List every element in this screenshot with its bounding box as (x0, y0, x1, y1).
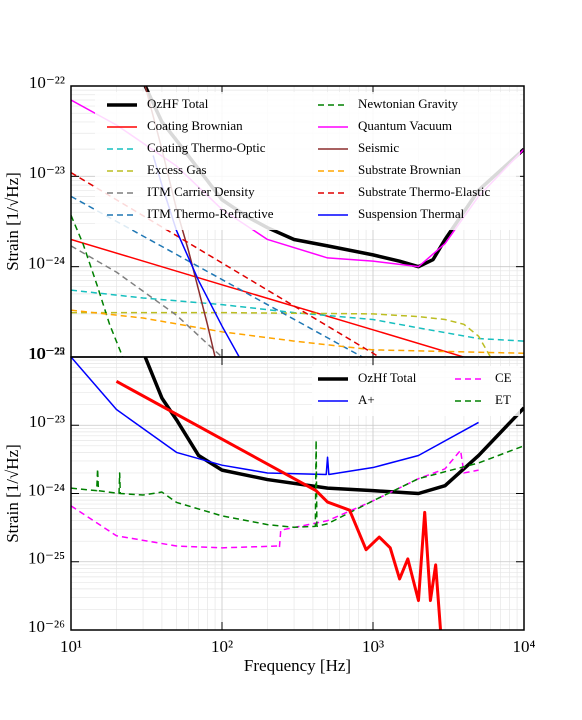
legend-label: Coating Brownian (147, 118, 243, 133)
series-line (115, 380, 443, 630)
panel: 10⁻²⁵ 10⁻²⁴ 10⁻²³ 10⁻²² OzHF Total Coating Br… (3, 73, 525, 363)
legend: OzHF Total Coating Brownian Coating Thermo… (95, 92, 520, 230)
y-tick-label: 10⁻²⁶ (28, 617, 65, 636)
y-tick-label: 10⁻²⁴ (28, 254, 65, 273)
series-line (71, 449, 479, 549)
y-axis-label: Strain [1/√Hz] (3, 444, 22, 543)
y-tick-label: 10⁻²³ (29, 412, 65, 431)
y-tick-label: 10⁻²⁵ (28, 344, 65, 363)
x-axis-label: Frequency [Hz] (244, 656, 351, 675)
legend-label: ET (495, 392, 511, 407)
series-line (71, 311, 492, 357)
legend-label: Substrate Brownian (358, 162, 461, 177)
series-line (71, 357, 479, 476)
legend-label: OzHF Total (147, 96, 209, 111)
legend-label: Newtonian Gravity (358, 96, 459, 111)
plot-frame (70, 356, 525, 631)
x-tick-label: 10¹ (60, 637, 82, 656)
legend-box (95, 92, 520, 230)
legend-label: ITM Thermo-Refractive (147, 206, 274, 221)
x-tick-label: 10³ (362, 637, 384, 656)
legend-label: ITM Carrier Density (147, 184, 255, 199)
series-line (71, 289, 524, 342)
y-axis-label: Strain [1/√Hz] (3, 172, 22, 271)
y-tick-label: 10⁻²³ (29, 163, 65, 182)
series-line (71, 215, 124, 357)
series-group (71, 357, 524, 630)
x-tick-label: 10⁴ (513, 637, 536, 656)
x-tick-label: 10² (211, 637, 233, 656)
y-tick-label: 10⁻²² (29, 73, 65, 92)
y-tick-label: 10⁻²⁴ (28, 480, 65, 499)
legend-label: Seismic (358, 140, 399, 155)
series-line (71, 195, 363, 357)
legend-label: Quantum Vacuum (358, 118, 452, 133)
legend-label: Excess Gas (147, 162, 207, 177)
y-tick-label: 10⁻²⁵ (28, 549, 65, 568)
y-tick-label: 10⁻²² (29, 344, 65, 363)
legend-label: CE (495, 370, 512, 385)
legend-label: Substrate Thermo-Elastic (358, 184, 490, 199)
series-line (71, 309, 524, 355)
legend-label: Coating Thermo-Optic (147, 140, 266, 155)
legend-label: Suspension Thermal (358, 206, 465, 221)
legend-label: OzHf Total (358, 370, 417, 385)
series-line (143, 357, 524, 496)
legend-box (312, 366, 520, 416)
panel: 10¹ 10² 10³ 10⁴ 10⁻²⁶ 10⁻²⁵ 10⁻²⁴ 10⁻²³ 10⁻²² OzH… (3, 344, 536, 675)
legend: OzHf Total A+ CE ET (312, 366, 520, 416)
legend-label: A+ (358, 392, 375, 407)
series-line (71, 171, 380, 357)
